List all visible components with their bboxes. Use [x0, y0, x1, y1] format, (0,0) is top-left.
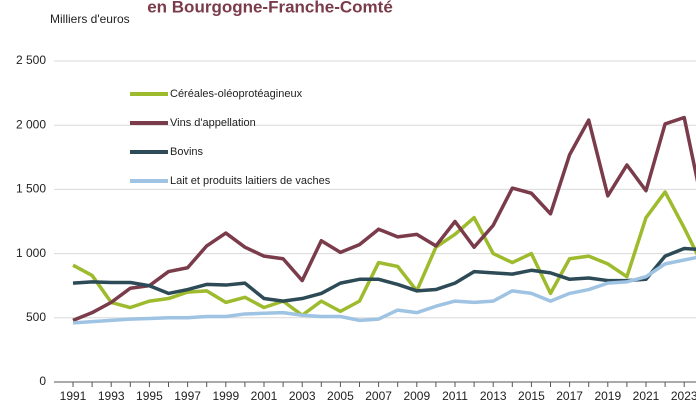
x-tick-label: 2011 — [442, 389, 468, 403]
chart-title: en Bourgogne-Franche-Comté — [147, 0, 393, 16]
x-tick-label: 2003 — [289, 389, 316, 403]
x-tick-label: 2017 — [556, 389, 583, 403]
series-line — [72, 255, 696, 325]
x-tick-label: 2021 — [633, 389, 660, 403]
x-tick-label: 2009 — [403, 389, 430, 403]
x-tick-label: 2019 — [594, 389, 621, 403]
y-tick-label: 1 500 — [16, 182, 46, 196]
legend-label: Lait et produits laitiers de vaches — [170, 175, 331, 187]
x-tick-label: 2015 — [518, 389, 545, 403]
y-axis-label: Milliers d'euros — [50, 12, 130, 26]
series-line — [72, 190, 696, 317]
y-tick-label: 1 000 — [16, 246, 46, 260]
x-tick-label: 2013 — [480, 389, 507, 403]
x-tick-label: 2007 — [365, 389, 392, 403]
x-tick-label: 1995 — [136, 389, 163, 403]
legend-label: Bovins — [170, 146, 204, 158]
x-tick-label: 1999 — [212, 389, 239, 403]
series-line — [72, 115, 696, 322]
x-tick-label: 2001 — [251, 389, 278, 403]
legend-label: Céréales-oléoprotéagineux — [170, 88, 303, 100]
y-tick-label: 0 — [39, 374, 46, 388]
x-tick-label: 2005 — [327, 389, 354, 403]
x-tick-label: 1991 — [60, 389, 87, 403]
y-tick-label: 500 — [26, 310, 46, 324]
y-tick-label: 2 500 — [16, 53, 46, 67]
x-tick-label: 1997 — [174, 389, 201, 403]
series-line — [72, 246, 696, 303]
x-tick-label: 1993 — [98, 389, 125, 403]
y-tick-label: 2 000 — [16, 117, 46, 131]
x-tick-label: 2023 — [671, 389, 696, 403]
legend-label: Vins d'appellation — [170, 117, 256, 129]
